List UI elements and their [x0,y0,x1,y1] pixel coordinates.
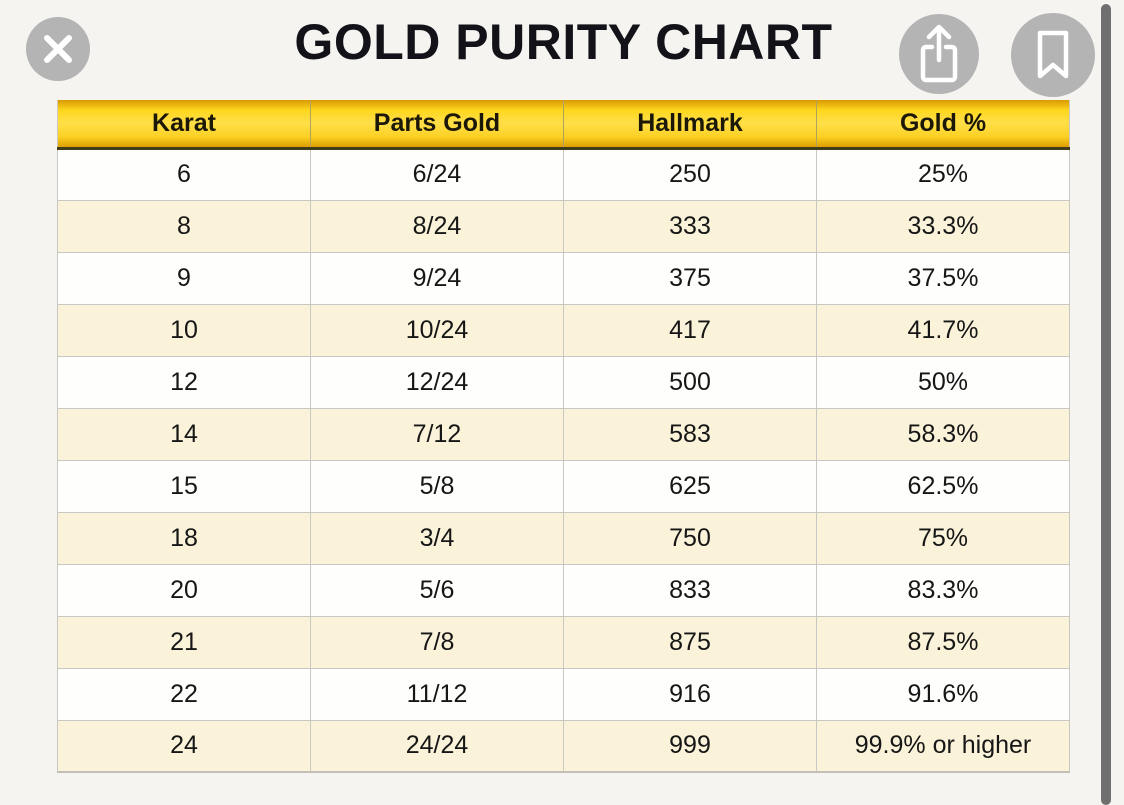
gold-purity-table: Karat Parts Gold Hallmark Gold % 6 6/24 250 25… [57,100,1070,773]
table-cell: 625 [563,459,817,512]
table-cell: 33.3% [816,199,1070,252]
table-cell: 250 [563,147,817,200]
table-row: 12 12/24 500 50% [57,355,1070,408]
table-row: 8 8/24 333 33.3% [57,199,1070,252]
bookmark-icon [1011,13,1095,97]
table-cell: 83.3% [816,563,1070,616]
table-cell: 333 [563,199,817,252]
table-cell: 24/24 [310,719,564,772]
table-cell: 91.6% [816,667,1070,720]
table-cell: 9 [57,251,311,304]
page-title: GOLD PURITY CHART [294,14,833,70]
column-header: Gold % [816,100,1070,150]
table-cell: 5/6 [310,563,564,616]
table-cell: 12 [57,355,311,408]
table-cell: 5/8 [310,459,564,512]
table-cell: 583 [563,407,817,460]
table-cell: 3/4 [310,511,564,564]
bookmark-button[interactable] [1011,13,1095,97]
table-row: 20 5/6 833 83.3% [57,563,1070,616]
table-row: 18 3/4 750 75% [57,511,1070,564]
table-cell: 41.7% [816,303,1070,356]
table-row: 9 9/24 375 37.5% [57,251,1070,304]
table-cell: 9/24 [310,251,564,304]
table-cell: 7/8 [310,615,564,668]
table-cell: 8 [57,199,311,252]
table-row: 22 11/12 916 91.6% [57,667,1070,720]
table-cell: 75% [816,511,1070,564]
table-cell: 37.5% [816,251,1070,304]
table-row: 6 6/24 250 25% [57,147,1070,200]
table-cell: 10/24 [310,303,564,356]
table-cell: 7/12 [310,407,564,460]
table-cell: 21 [57,615,311,668]
table-row: 21 7/8 875 87.5% [57,615,1070,668]
table-header-row: Karat Parts Gold Hallmark Gold % [57,100,1070,150]
table-cell: 375 [563,251,817,304]
table-row: 15 5/8 625 62.5% [57,459,1070,512]
table-cell: 25% [816,147,1070,200]
table-cell: 24 [57,719,311,772]
table-cell: 12/24 [310,355,564,408]
table-cell: 875 [563,615,817,668]
table-cell: 87.5% [816,615,1070,668]
table-cell: 6/24 [310,147,564,200]
table-cell: 58.3% [816,407,1070,460]
table-cell: 18 [57,511,311,564]
table-cell: 750 [563,511,817,564]
share-button[interactable] [899,14,979,94]
vertical-scrollbar[interactable] [1101,4,1111,805]
table-cell: 8/24 [310,199,564,252]
close-icon [26,17,90,81]
table-cell: 20 [57,563,311,616]
table-cell: 11/12 [310,667,564,720]
table-row: 10 10/24 417 41.7% [57,303,1070,356]
table-cell: 417 [563,303,817,356]
table-cell: 99.9% or higher [816,719,1070,772]
close-button[interactable] [26,17,90,81]
table-row: 14 7/12 583 58.3% [57,407,1070,460]
column-header: Karat [57,100,311,150]
table-cell: 833 [563,563,817,616]
table-cell: 500 [563,355,817,408]
column-header: Parts Gold [310,100,564,150]
table-cell: 50% [816,355,1070,408]
table-row: 24 24/24 999 99.9% or higher [57,719,1070,772]
table-cell: 15 [57,459,311,512]
table-cell: 10 [57,303,311,356]
table-cell: 6 [57,147,311,200]
table-cell: 14 [57,407,311,460]
table-cell: 916 [563,667,817,720]
share-icon [899,14,979,94]
table-cell: 22 [57,667,311,720]
table-cell: 999 [563,719,817,772]
column-header: Hallmark [563,100,817,150]
table-cell: 62.5% [816,459,1070,512]
